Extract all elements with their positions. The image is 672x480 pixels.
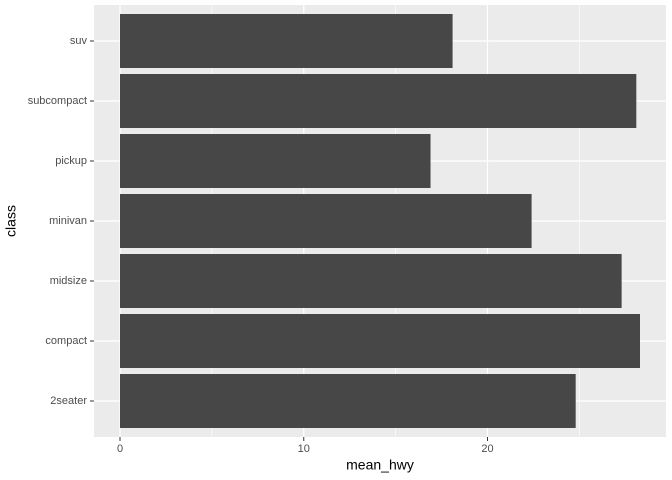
y-tick-label: suv [70, 35, 88, 47]
bar [120, 374, 576, 428]
bar [120, 74, 637, 128]
y-tick-label: pickup [55, 155, 87, 167]
y-axis-title: class [3, 205, 19, 237]
bar [120, 14, 453, 68]
bar [120, 254, 622, 308]
x-tick-label: 0 [117, 443, 123, 455]
y-tick-label: midsize [50, 275, 87, 287]
x-tick-label: 10 [298, 443, 310, 455]
y-tick-label: subcompact [28, 95, 87, 107]
bar [120, 134, 431, 188]
bar [120, 194, 532, 248]
y-tick-label: 2seater [50, 395, 87, 407]
x-tick-label: 20 [481, 443, 493, 455]
x-axis-title: mean_hwy [346, 457, 414, 473]
y-tick-label: minivan [49, 215, 87, 227]
y-tick-label: compact [45, 335, 87, 347]
bar [120, 314, 640, 368]
